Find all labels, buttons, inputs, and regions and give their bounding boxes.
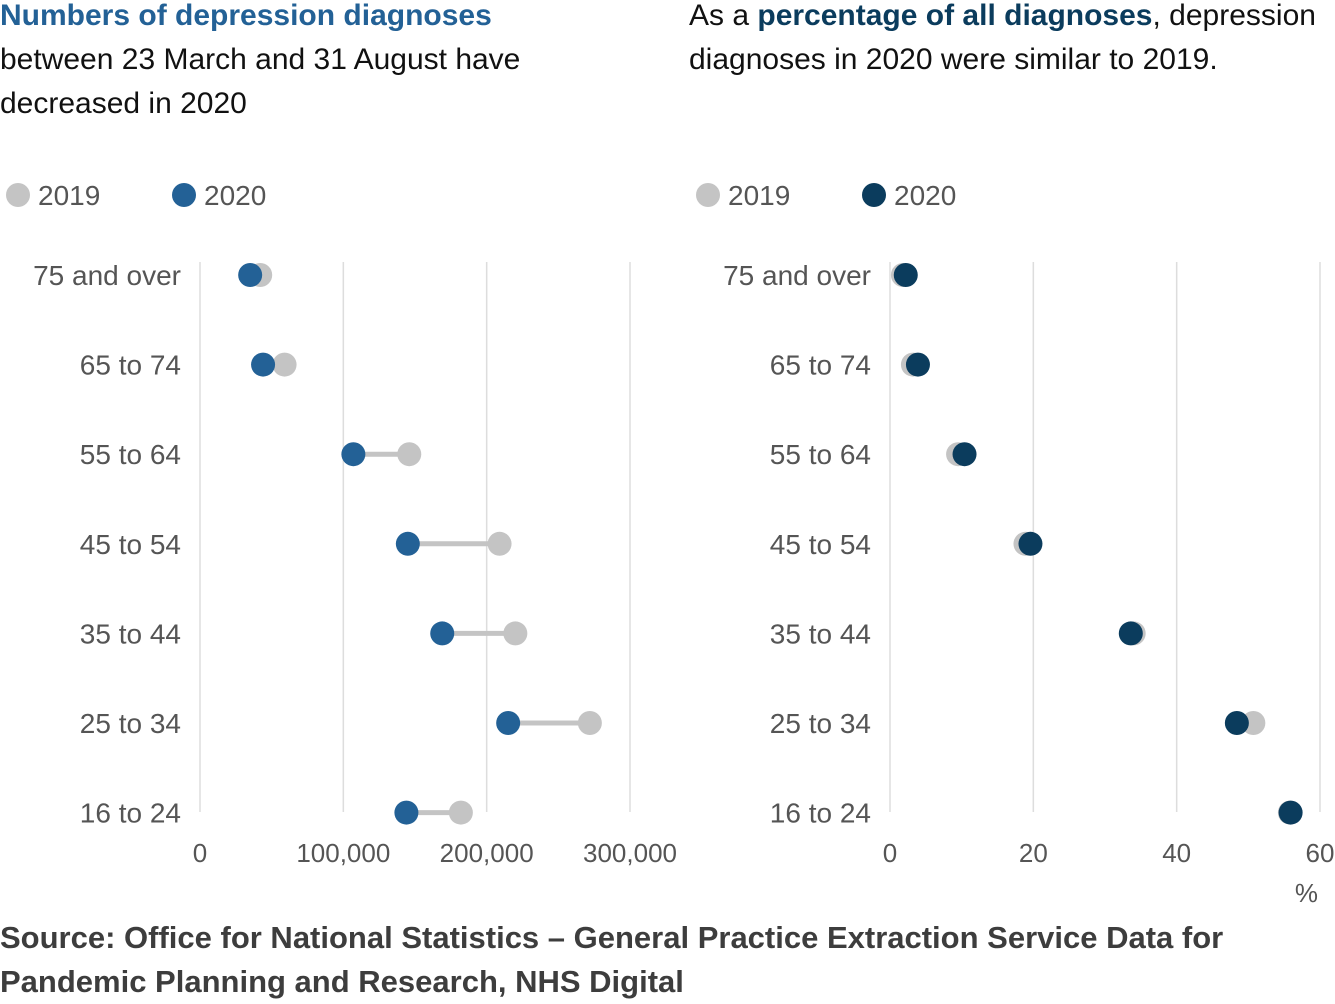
left-x-tick-label: 200,000 [440, 838, 534, 868]
left-point-2019 [503, 621, 528, 646]
right-title-highlight: percentage of all diagnoses [757, 0, 1153, 32]
legend-marker-2020 [172, 183, 196, 207]
right-category-label: 55 to 64 [770, 439, 871, 470]
left-category-label: 25 to 34 [80, 708, 181, 739]
left-point-2019 [577, 711, 602, 735]
left-x-tick-label: 0 [193, 838, 207, 868]
legend-marker-2020 [862, 183, 886, 207]
left-category-label: 55 to 64 [80, 439, 181, 470]
legend-label-2020: 2020 [894, 180, 956, 211]
left-category-label: 45 to 54 [80, 529, 181, 560]
right-point-2020 [1278, 800, 1303, 825]
left-point-2019 [487, 531, 512, 556]
left-point-2020 [251, 352, 276, 377]
right-point-2020 [1118, 621, 1143, 646]
left-category-label: 35 to 44 [80, 618, 181, 649]
right-x-tick-label: 40 [1162, 838, 1191, 868]
right-x-tick-label: 20 [1019, 838, 1048, 868]
right-chart: 0 20 40 60% 2019 2020 75 and over 65 to 74 55 to… [696, 180, 1334, 908]
right-title-rest: , depression diagnoses in 2020 were simi… [689, 0, 1316, 76]
right-category-label: 45 to 54 [770, 529, 871, 560]
left-chart-title: Numbers of depression diagnoses between 2… [0, 0, 650, 126]
legend-label-2019: 2019 [38, 180, 100, 211]
right-x-tick-label: 60 [1306, 838, 1335, 868]
legend-label-2020: 2020 [204, 180, 266, 211]
right-point-2020 [1224, 711, 1249, 735]
right-x-axis-label: % [1295, 878, 1318, 908]
left-point-2020 [496, 711, 521, 735]
legend-marker-2019 [696, 183, 720, 207]
right-category-label: 16 to 24 [770, 798, 871, 829]
right-category-label: 75 and over [723, 260, 871, 291]
left-title-highlight: Numbers of depression diagnoses [0, 0, 492, 32]
legend-marker-2019 [6, 183, 30, 207]
left-chart: 0 100,000 200,000 300,000 2019 2020 75 and ove… [6, 180, 677, 868]
right-category-label: 35 to 44 [770, 618, 871, 649]
left-point-2020 [394, 800, 419, 825]
right-category-label: 25 to 34 [770, 708, 871, 739]
right-point-2019 [1241, 711, 1266, 735]
right-point-2020 [905, 352, 930, 377]
right-point-2020 [1018, 531, 1043, 556]
left-point-2020 [395, 531, 420, 556]
left-title-rest: between 23 March and 31 August have decr… [0, 43, 521, 120]
left-x-tick-label: 300,000 [583, 838, 677, 868]
left-point-2019 [448, 800, 473, 825]
left-point-2019 [397, 442, 422, 467]
left-point-2020 [341, 442, 366, 467]
right-x-tick-label: 0 [883, 838, 897, 868]
right-point-2020 [893, 263, 918, 287]
left-category-label: 75 and over [33, 260, 181, 291]
left-point-2020 [238, 263, 263, 287]
right-point-2020 [952, 442, 977, 467]
left-point-2020 [430, 621, 455, 646]
source-note: Source: Office for National Statistics –… [0, 920, 1224, 999]
right-chart-title: As a percentage of all diagnoses, depres… [689, 0, 1335, 82]
left-category-label: 16 to 24 [80, 798, 181, 829]
left-category-label: 65 to 74 [80, 350, 181, 381]
left-point-2019 [272, 352, 297, 377]
right-category-label: 65 to 74 [770, 350, 871, 381]
left-x-tick-label: 100,000 [296, 838, 390, 868]
dumbbell-charts: 0 100,000 200,000 300,000 2019 2020 75 and ove… [6, 180, 1334, 908]
legend-label-2019: 2019 [728, 180, 790, 211]
right-title-prefix: As a [689, 0, 758, 32]
